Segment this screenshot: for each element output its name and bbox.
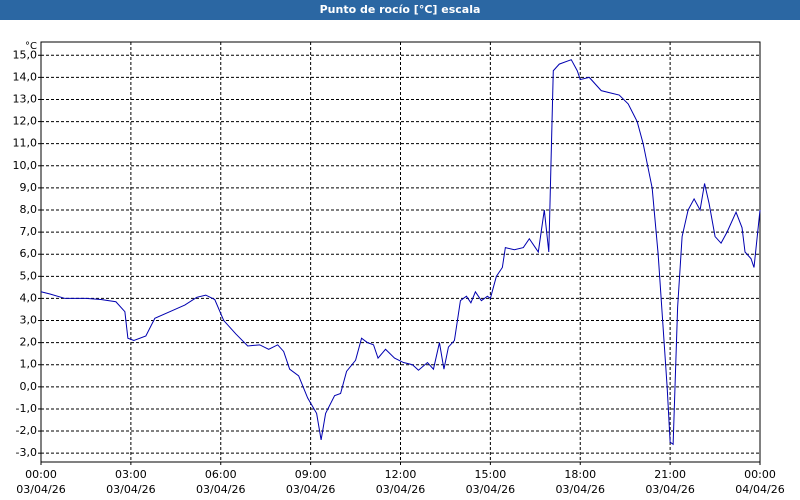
y-tick-label: 2,0 (20, 336, 38, 349)
y-tick-label: -1,0 (16, 402, 37, 415)
y-tick-label: 8,0 (20, 203, 38, 216)
x-tick-date: 03/04/26 (286, 483, 335, 496)
x-tick-date: 03/04/26 (556, 483, 605, 496)
y-tick-label: 7,0 (20, 225, 38, 238)
x-tick-date: 03/04/26 (376, 483, 425, 496)
x-tick-date: 03/04/26 (16, 483, 65, 496)
x-tick-label: 15:00 (475, 468, 507, 481)
y-tick-label: 13,0 (13, 92, 38, 105)
x-tick-label: 09:00 (295, 468, 327, 481)
y-tick-label: 9,0 (20, 181, 38, 194)
y-tick-label: 15,0 (13, 48, 38, 61)
x-tick-label: 12:00 (385, 468, 417, 481)
y-tick-label: 1,0 (20, 358, 38, 371)
x-tick-date: 04/04/26 (735, 483, 784, 496)
x-tick-label: 03:00 (115, 468, 147, 481)
x-tick-label: 18:00 (564, 468, 596, 481)
x-tick-label: 00:00 (744, 468, 776, 481)
x-tick-label: 21:00 (654, 468, 686, 481)
y-tick-label: 0,0 (20, 380, 38, 393)
data-line (40, 59, 761, 446)
y-tick-label: -3,0 (16, 446, 37, 459)
x-tick-date: 03/04/26 (466, 483, 515, 496)
y-tick-label: 6,0 (20, 247, 38, 260)
y-tick-label: 11,0 (13, 137, 38, 150)
x-tick-date: 03/04/26 (196, 483, 245, 496)
chart-title: Punto de rocío [°C] escala (320, 3, 481, 16)
y-tick-label: 14,0 (13, 70, 38, 83)
x-tick-date: 03/04/26 (106, 483, 155, 496)
y-tick-label: 10,0 (13, 159, 38, 172)
y-tick-label: -2,0 (16, 424, 37, 437)
title-bar (0, 0, 800, 20)
y-tick-label: 4,0 (20, 291, 38, 304)
y-tick-label: 5,0 (20, 269, 38, 282)
unit-label: °C (25, 41, 37, 52)
x-tick-label: 00:00 (25, 468, 57, 481)
y-tick-label: 3,0 (20, 314, 38, 327)
x-tick-label: 06:00 (205, 468, 237, 481)
y-tick-label: 12,0 (13, 115, 38, 128)
x-tick-date: 03/04/26 (645, 483, 694, 496)
